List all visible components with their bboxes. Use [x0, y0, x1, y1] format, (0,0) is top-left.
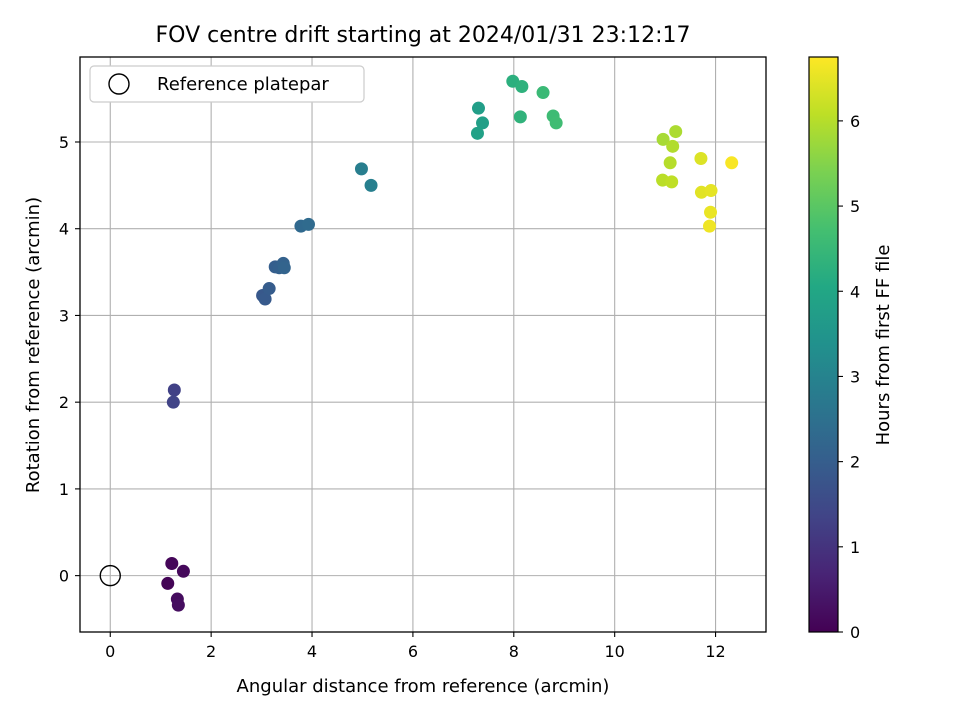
y-tick-label: 4	[59, 220, 69, 239]
data-point	[656, 132, 670, 146]
colorbar-tick-label: 1	[850, 538, 860, 557]
data-point	[301, 217, 315, 231]
data-point	[665, 175, 679, 189]
reference-platepar-marker	[99, 564, 121, 587]
y-tick-label: 0	[59, 567, 69, 586]
colorbar-tick-label: 0	[850, 623, 860, 642]
x-tick-label: 12	[705, 642, 725, 661]
data-point	[471, 101, 485, 115]
y-tick-label: 3	[59, 306, 69, 325]
data-point	[663, 156, 677, 170]
colorbar-tick-label: 2	[850, 453, 860, 472]
y-tick-label: 1	[59, 480, 69, 499]
x-tick-label: 6	[408, 642, 418, 661]
colorbar-tick-label: 4	[850, 282, 860, 301]
data-point	[513, 110, 527, 124]
colorbar-tick-label: 3	[850, 367, 860, 386]
data-point	[161, 576, 175, 590]
data-point	[536, 86, 550, 100]
legend-marker-reference	[108, 73, 130, 95]
data-point	[171, 598, 185, 612]
data-point	[704, 205, 718, 219]
data-point	[258, 292, 272, 306]
data-point	[666, 139, 680, 153]
data-point	[364, 178, 378, 192]
x-tick-label: 8	[509, 642, 519, 661]
legend-box	[89, 65, 365, 103]
x-tick-label: 2	[206, 642, 216, 661]
data-point	[470, 126, 484, 140]
data-point	[277, 261, 291, 275]
data-point	[165, 556, 179, 570]
x-tick-label: 4	[307, 642, 317, 661]
data-point	[694, 185, 708, 199]
colorbar-label: Hours from first FF file	[873, 245, 894, 446]
data-point	[354, 162, 368, 176]
legend-entry-reference: Reference platepar	[157, 74, 329, 95]
data-point	[703, 219, 717, 233]
data-point	[694, 151, 708, 165]
colorbar-tick-label: 5	[850, 197, 860, 216]
data-point	[549, 116, 563, 130]
data-point	[515, 79, 529, 93]
data-points	[99, 74, 739, 612]
colorbar-frame	[808, 56, 839, 633]
legend: Reference platepar	[89, 65, 365, 103]
data-point	[262, 282, 276, 296]
grid-lines	[80, 57, 766, 632]
x-axis-label: Angular distance from reference (arcmin)	[237, 676, 610, 697]
data-point	[725, 156, 739, 170]
data-point	[166, 395, 180, 409]
colorbar-gradient	[809, 57, 838, 632]
x-tick-label: 0	[105, 642, 115, 661]
chart-title: FOV centre drift starting at 2024/01/31 …	[156, 23, 691, 48]
colorbar: 0 1 2 3 4 5 6 Hours from first FF file	[808, 56, 894, 642]
plot-frame	[79, 56, 767, 633]
y-axis-label: Rotation from reference (arcmin)	[23, 197, 44, 493]
data-point	[476, 116, 490, 130]
data-point	[167, 383, 181, 397]
data-point	[669, 125, 683, 139]
colorbar-tick-label: 6	[850, 112, 860, 131]
data-point	[704, 184, 718, 198]
data-point	[176, 564, 190, 578]
colorbar-ticks: 0 1 2 3 4 5 6	[838, 112, 860, 642]
y-tick-label: 5	[59, 133, 69, 152]
x-tick-label: 10	[604, 642, 624, 661]
y-tick-label: 2	[59, 393, 69, 412]
